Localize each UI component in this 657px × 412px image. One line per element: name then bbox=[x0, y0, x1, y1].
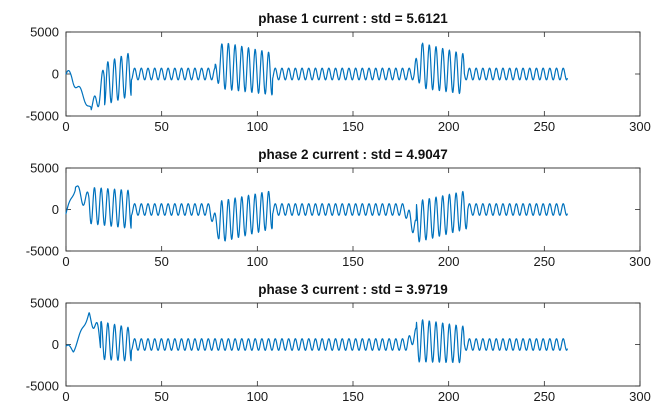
y-tick-label: -5000 bbox=[26, 379, 59, 394]
axes-frame bbox=[65, 31, 641, 117]
x-tick-label: 250 bbox=[533, 389, 555, 404]
subplot-phase-2: phase 2 current : std = 4.9047 0 50 100 150… bbox=[26, 147, 651, 269]
y-tick-label: 0 bbox=[52, 67, 59, 82]
axes-frame bbox=[65, 167, 641, 252]
x-tick-label: 100 bbox=[246, 254, 268, 269]
x-tick-label: 200 bbox=[438, 389, 460, 404]
x-tick-label: 150 bbox=[342, 254, 364, 269]
x-tick-label: 300 bbox=[629, 254, 651, 269]
series-line bbox=[65, 185, 568, 243]
x-tick-label: 200 bbox=[438, 254, 460, 269]
x-tick-label: 0 bbox=[62, 254, 69, 269]
plot-title: phase 2 current : std = 4.9047 bbox=[258, 147, 447, 162]
x-tick-label: 300 bbox=[629, 119, 651, 134]
x-tick-label: 150 bbox=[342, 119, 364, 134]
series-line bbox=[65, 312, 568, 364]
x-tick-label: 0 bbox=[62, 389, 69, 404]
x-tick-label: 250 bbox=[533, 254, 555, 269]
y-tick-label: 5000 bbox=[30, 296, 59, 311]
x-tick-label: 50 bbox=[154, 254, 168, 269]
x-tick-label: 50 bbox=[154, 389, 168, 404]
subplot-phase-3: phase 3 current : std = 3.9719 0 50 100 150… bbox=[26, 282, 651, 404]
x-tick-label: 0 bbox=[62, 119, 69, 134]
series-line bbox=[65, 42, 568, 111]
subplot-phase-1: phase 1 current : std = 5.6121 0 50 100 150… bbox=[26, 11, 651, 134]
x-tick-label: 50 bbox=[154, 119, 168, 134]
y-tick-label: 0 bbox=[52, 337, 59, 352]
plot-title: phase 3 current : std = 3.9719 bbox=[258, 282, 447, 297]
y-tick-label: -5000 bbox=[26, 244, 59, 259]
y-tick-label: -5000 bbox=[26, 109, 59, 124]
plot-title: phase 1 current : std = 5.6121 bbox=[258, 11, 448, 26]
y-tick-label: 5000 bbox=[30, 25, 59, 40]
x-tick-label: 200 bbox=[438, 119, 460, 134]
y-tick-label: 0 bbox=[52, 202, 59, 217]
x-tick-label: 300 bbox=[629, 389, 651, 404]
x-tick-label: 150 bbox=[342, 389, 364, 404]
x-tick-label: 100 bbox=[246, 119, 268, 134]
x-tick-label: 100 bbox=[246, 389, 268, 404]
x-tick-label: 250 bbox=[533, 119, 555, 134]
y-tick-label: 5000 bbox=[30, 161, 59, 176]
axes-frame bbox=[65, 302, 641, 387]
